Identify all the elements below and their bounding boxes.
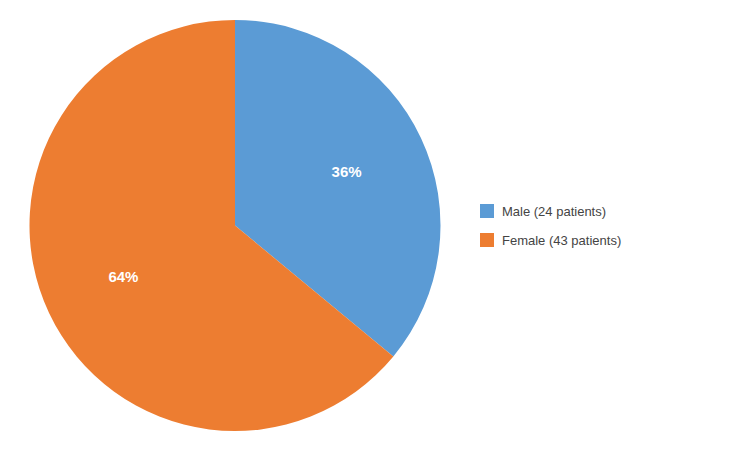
svg-text:64%: 64% (108, 268, 138, 285)
html-text:Female (43 patients): Female (43 patients) (502, 232, 622, 248)
svg-text:36%: 36% (332, 163, 362, 180)
html-text:Male (24 patients): Male (24 patients) (502, 203, 607, 219)
